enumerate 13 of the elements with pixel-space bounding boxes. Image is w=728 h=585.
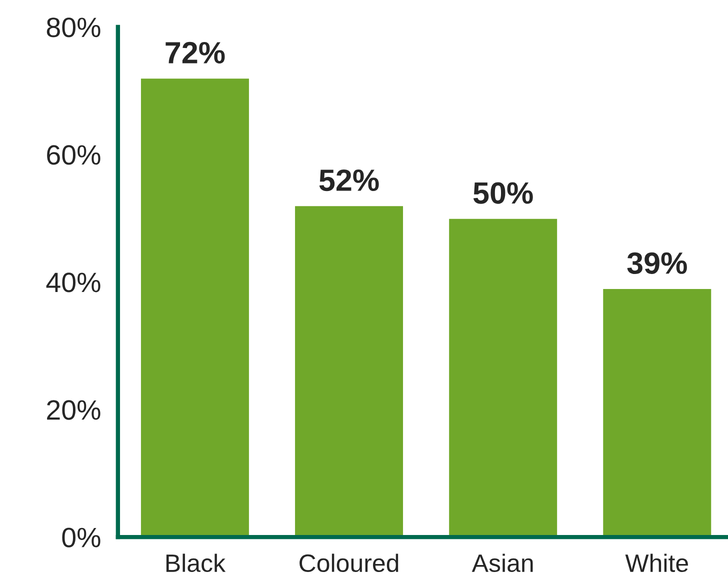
- data-label: 52%: [319, 169, 379, 192]
- x-tick-label: Coloured: [300, 554, 398, 572]
- y-tick-label: 20%: [47, 400, 100, 420]
- data-label: 72%: [166, 42, 225, 64]
- y-tick-label: 80%: [46, 18, 100, 38]
- x-tick-label: Black: [166, 554, 226, 572]
- y-tick-label: 40%: [46, 272, 100, 292]
- x-tick-label: White: [625, 554, 688, 572]
- data-label: 50%: [473, 182, 533, 204]
- x-tick-label: Asian: [472, 554, 533, 572]
- data-label: 39%: [627, 252, 687, 274]
- y-tick-label: 0%: [62, 528, 100, 548]
- y-tick-label: 60%: [47, 145, 100, 165]
